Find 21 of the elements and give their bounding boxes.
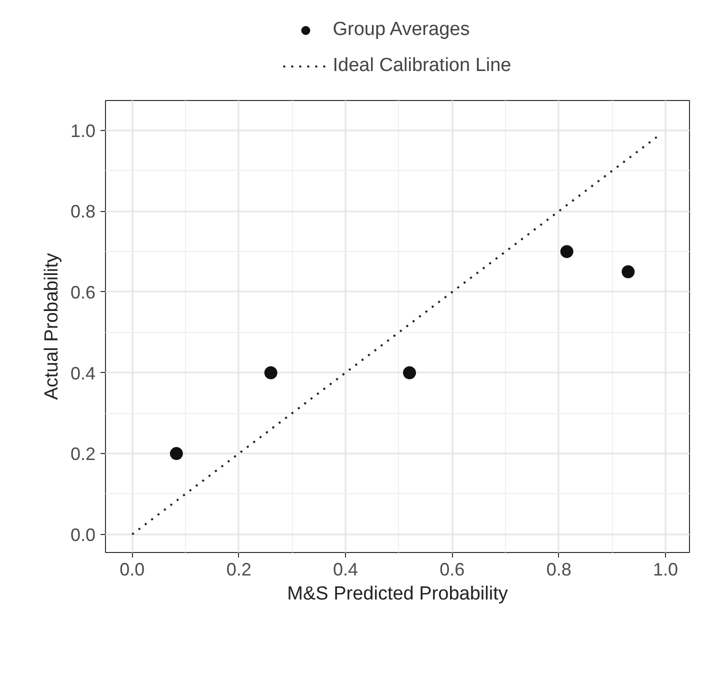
x-tick-label: 0.6 [440,560,465,580]
y-tick-label: 0.4 [70,363,96,384]
y-axis-title: Actual Probability [41,252,62,400]
point [622,265,635,278]
point [264,366,278,380]
x-tick-label: 1.0 [652,560,678,580]
x-tick-label: 0.2 [226,560,252,580]
legend-label: Group Averages [332,18,470,40]
y-tick-label: 0.0 [70,524,96,545]
x-axis-title: M&S Predicted Probability [287,584,508,604]
x-tick-label: 0.4 [332,560,358,580]
legend-label: Ideal Calibration Line [332,54,512,76]
point [403,366,416,380]
x-tick-label: 0.0 [120,560,145,580]
y-tick-label: 0.8 [70,202,96,222]
point [170,447,183,460]
y-tick-label: 0.6 [70,282,96,302]
point [560,245,574,258]
y-tick-label: 0.2 [70,444,96,464]
y-tick-label: 1.0 [70,120,96,141]
x-tick-label: 0.8 [546,560,572,580]
